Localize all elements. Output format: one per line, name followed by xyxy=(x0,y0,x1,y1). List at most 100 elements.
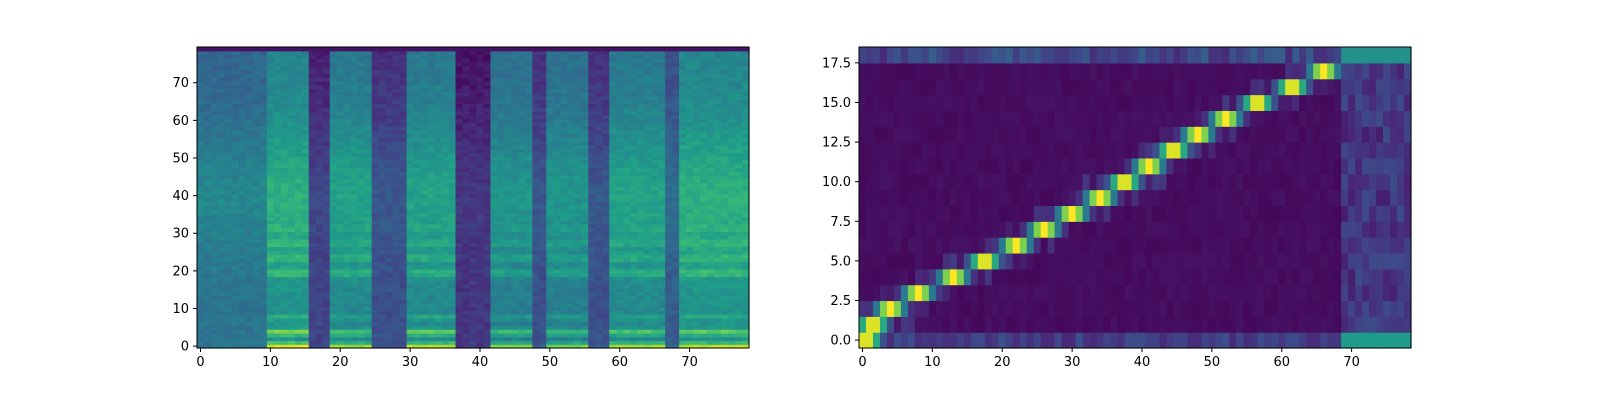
spectrogram-cell xyxy=(329,84,338,89)
spectrogram-cell xyxy=(273,223,282,229)
spectrogram-cell xyxy=(420,137,429,142)
spectrogram-cell xyxy=(224,58,233,63)
spectrogram-cell xyxy=(224,95,233,101)
spectrogram-cell xyxy=(259,174,268,180)
spectrogram-cell xyxy=(197,314,205,319)
spectrogram-cell xyxy=(266,212,275,217)
spectrogram-cell xyxy=(518,212,527,217)
spectrogram-cell xyxy=(546,272,554,278)
spectrogram-cell xyxy=(434,193,443,199)
spectrogram-cell xyxy=(532,310,540,315)
spectrogram-cell xyxy=(434,238,443,244)
spectrogram-cell xyxy=(588,235,596,240)
spectrogram-cell xyxy=(203,227,212,232)
spectrogram-cell xyxy=(371,122,380,127)
spectrogram-cell xyxy=(322,126,331,131)
spectrogram-cell xyxy=(336,107,345,112)
spectrogram-cell xyxy=(224,103,233,108)
spectrogram-cell xyxy=(616,325,624,330)
spectrogram-cell xyxy=(245,159,254,165)
spectrogram-cell xyxy=(469,88,478,93)
spectrogram-cell xyxy=(553,295,561,300)
spectrogram-cell xyxy=(455,193,464,199)
spectrogram-cell xyxy=(483,208,492,214)
spectrogram-cell xyxy=(294,148,303,153)
spectrogram-cell xyxy=(553,50,561,56)
spectrogram-cell xyxy=(406,47,415,52)
spectrogram-cell xyxy=(434,317,443,323)
spectrogram-cell xyxy=(357,103,366,108)
spectrogram-cell xyxy=(560,295,568,300)
spectrogram-cell xyxy=(210,227,219,232)
spectrogram-cell xyxy=(245,332,254,338)
spectrogram-cell xyxy=(399,257,408,263)
spectrogram-cell xyxy=(371,110,380,116)
spectrogram-cell xyxy=(511,299,520,304)
spectrogram-cell xyxy=(560,257,568,263)
spectrogram-cell xyxy=(406,107,415,112)
spectrogram-cell xyxy=(490,235,499,240)
spectrogram-cell xyxy=(399,220,408,225)
spectrogram-cell xyxy=(546,122,554,127)
spectrogram-cell xyxy=(427,193,436,199)
spectrogram-cell xyxy=(287,235,296,240)
spectrogram-cell xyxy=(252,118,261,123)
spectrogram-cell xyxy=(301,268,310,274)
spectrogram-cell xyxy=(539,250,547,255)
spectrogram-cell xyxy=(588,122,596,127)
spectrogram-cell xyxy=(280,174,289,180)
spectrogram-cell xyxy=(581,344,589,349)
spectrogram-cell xyxy=(385,302,394,308)
spectrogram-cell xyxy=(546,80,554,86)
spectrogram-cell xyxy=(322,325,331,330)
spectrogram-cell xyxy=(252,126,261,131)
spectrogram-cell xyxy=(511,344,520,349)
spectrogram-cell xyxy=(448,261,457,266)
spectrogram-cell xyxy=(371,107,380,112)
spectrogram-cell xyxy=(350,77,359,82)
spectrogram-cell xyxy=(385,212,394,217)
spectrogram-cell xyxy=(245,231,254,236)
spectrogram-cell xyxy=(581,208,589,214)
spectrogram-cell xyxy=(294,50,303,56)
spectrogram-cell xyxy=(259,126,268,131)
spectrogram-cell xyxy=(413,317,422,323)
spectrogram-cell xyxy=(308,235,317,240)
spectrogram-cell xyxy=(392,47,401,52)
spectrogram-cell xyxy=(539,118,547,123)
spectrogram-cell xyxy=(448,332,457,338)
spectrogram-cell xyxy=(588,99,596,105)
spectrogram-cell xyxy=(301,69,310,74)
spectrogram-cell xyxy=(308,54,317,59)
spectrogram-cell xyxy=(343,265,352,270)
spectrogram-cell xyxy=(581,216,589,221)
spectrogram-cell xyxy=(231,276,240,281)
spectrogram-cell xyxy=(434,205,443,210)
spectrogram-cell xyxy=(252,141,261,146)
spectrogram-cell xyxy=(483,227,492,232)
spectrogram-cell xyxy=(616,73,624,78)
spectrogram-cell xyxy=(266,152,275,157)
spectrogram-cell xyxy=(469,62,478,67)
spectrogram-cell xyxy=(357,122,366,127)
spectrogram-cell xyxy=(504,54,513,59)
spectrogram-cell xyxy=(238,156,247,161)
spectrogram-cell xyxy=(315,144,324,150)
spectrogram-cell xyxy=(203,205,212,210)
spectrogram-cell xyxy=(476,231,485,236)
spectrogram-cell xyxy=(455,159,464,165)
spectrogram-cell xyxy=(476,159,485,165)
spectrogram-cell xyxy=(420,47,429,52)
spectrogram-cell xyxy=(217,227,226,232)
spectrogram-cell xyxy=(273,197,282,202)
spectrogram-cell xyxy=(553,268,561,274)
spectrogram-cell xyxy=(427,126,436,131)
spectrogram-cell xyxy=(434,58,443,63)
spectrogram-cell xyxy=(553,265,561,270)
spectrogram-cell xyxy=(497,340,506,345)
spectrogram-cell xyxy=(497,253,506,259)
spectrogram-cell xyxy=(595,238,603,244)
spectrogram-cell xyxy=(504,167,513,172)
spectrogram-cell xyxy=(224,246,233,251)
spectrogram-cell xyxy=(322,193,331,199)
